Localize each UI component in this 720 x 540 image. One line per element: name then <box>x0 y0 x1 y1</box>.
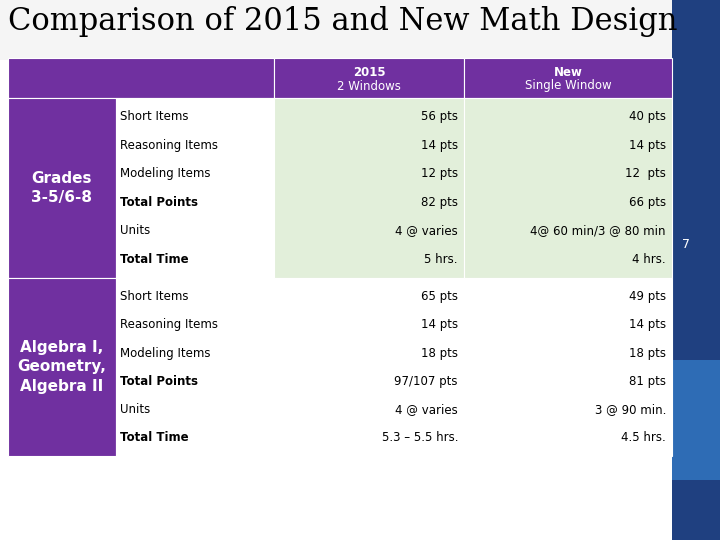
Text: Short Items: Short Items <box>120 290 189 303</box>
Text: 4.5 hrs.: 4.5 hrs. <box>621 431 666 444</box>
FancyBboxPatch shape <box>464 98 672 278</box>
Text: Modeling Items: Modeling Items <box>120 347 210 360</box>
Text: 4 hrs.: 4 hrs. <box>632 253 666 266</box>
Text: 4 @ varies: 4 @ varies <box>395 224 458 237</box>
Text: Total Time: Total Time <box>120 253 189 266</box>
Text: 18 pts: 18 pts <box>421 347 458 360</box>
Text: 5 hrs.: 5 hrs. <box>425 253 458 266</box>
Text: 66 pts: 66 pts <box>629 195 666 209</box>
Text: Comparison of 2015 and New Math Design: Comparison of 2015 and New Math Design <box>8 6 678 37</box>
FancyBboxPatch shape <box>672 0 720 540</box>
Text: Short Items: Short Items <box>120 110 189 123</box>
Text: 14 pts: 14 pts <box>421 139 458 152</box>
Text: Reasoning Items: Reasoning Items <box>120 139 218 152</box>
Text: 14 pts: 14 pts <box>421 318 458 331</box>
FancyBboxPatch shape <box>672 360 720 480</box>
FancyBboxPatch shape <box>8 98 116 278</box>
Text: Total Points: Total Points <box>120 195 198 209</box>
FancyBboxPatch shape <box>8 58 274 98</box>
FancyBboxPatch shape <box>8 278 116 456</box>
Text: Total Points: Total Points <box>120 375 198 388</box>
Text: Modeling Items: Modeling Items <box>120 167 210 180</box>
FancyBboxPatch shape <box>274 98 464 278</box>
Text: 14 pts: 14 pts <box>629 139 666 152</box>
Text: Algebra I,
Geometry,
Algebra II: Algebra I, Geometry, Algebra II <box>17 340 107 394</box>
Text: 40 pts: 40 pts <box>629 110 666 123</box>
Text: 5.3 – 5.5 hrs.: 5.3 – 5.5 hrs. <box>382 431 458 444</box>
Text: 81 pts: 81 pts <box>629 375 666 388</box>
Text: New: New <box>554 65 582 78</box>
Text: Units: Units <box>120 403 150 416</box>
FancyBboxPatch shape <box>464 278 672 456</box>
Text: 65 pts: 65 pts <box>421 290 458 303</box>
FancyBboxPatch shape <box>116 278 274 456</box>
Text: 3 @ 90 min.: 3 @ 90 min. <box>595 403 666 416</box>
Text: Total Time: Total Time <box>120 431 189 444</box>
FancyBboxPatch shape <box>464 58 672 98</box>
Text: 49 pts: 49 pts <box>629 290 666 303</box>
FancyBboxPatch shape <box>116 98 274 278</box>
Text: Single Window: Single Window <box>525 79 611 92</box>
Text: 14 pts: 14 pts <box>629 318 666 331</box>
Text: 2 Windows: 2 Windows <box>337 79 401 92</box>
FancyBboxPatch shape <box>0 0 672 60</box>
Text: 82 pts: 82 pts <box>421 195 458 209</box>
Text: 7: 7 <box>682 239 690 252</box>
Text: Reasoning Items: Reasoning Items <box>120 318 218 331</box>
Text: 56 pts: 56 pts <box>421 110 458 123</box>
Text: 12 pts: 12 pts <box>421 167 458 180</box>
Text: Units: Units <box>120 224 150 237</box>
Text: 4 @ varies: 4 @ varies <box>395 403 458 416</box>
FancyBboxPatch shape <box>274 58 464 98</box>
Text: 2015: 2015 <box>353 65 385 78</box>
Text: 4@ 60 min/3 @ 80 min: 4@ 60 min/3 @ 80 min <box>531 224 666 237</box>
Text: Grades
3-5/6-8: Grades 3-5/6-8 <box>32 171 92 205</box>
FancyBboxPatch shape <box>0 0 672 540</box>
FancyBboxPatch shape <box>274 278 464 456</box>
Text: 18 pts: 18 pts <box>629 347 666 360</box>
Text: 12  pts: 12 pts <box>625 167 666 180</box>
Text: 97/107 pts: 97/107 pts <box>395 375 458 388</box>
